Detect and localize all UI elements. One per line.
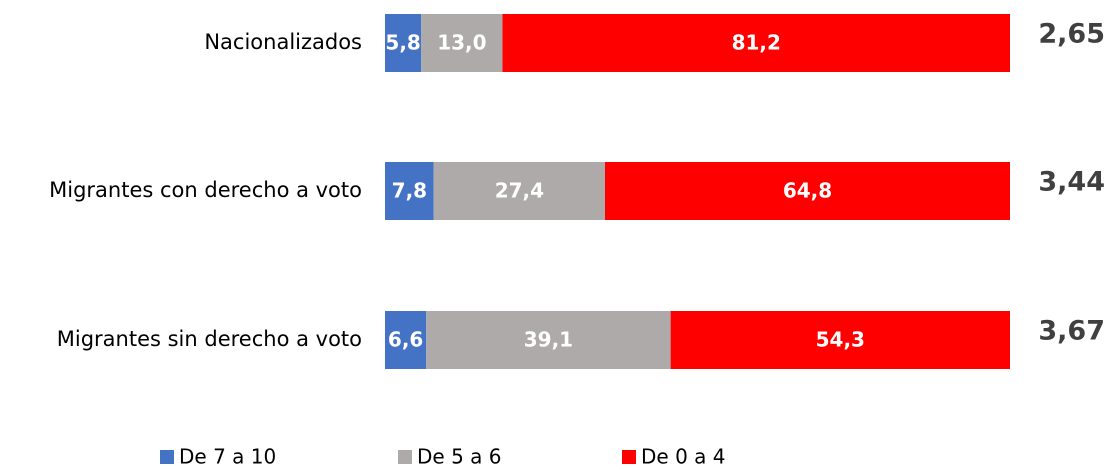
legend-label: De 0 a 4 <box>641 445 725 469</box>
bar-segment <box>426 311 671 369</box>
bar-segment <box>433 162 605 220</box>
value-label: 13,0 <box>437 31 486 55</box>
value-label: 27,4 <box>495 179 544 203</box>
category-label: Nacionalizados <box>204 30 362 54</box>
bar-segment <box>385 14 422 72</box>
legend-label: De 7 a 10 <box>179 445 276 469</box>
value-label: 64,8 <box>783 179 832 203</box>
legend-swatch <box>160 450 174 464</box>
legend-label: De 5 a 6 <box>417 445 501 469</box>
value-label: 81,2 <box>732 31 781 55</box>
bar-segment <box>385 311 427 369</box>
value-label: 39,1 <box>524 328 573 352</box>
bar-segment <box>385 162 434 220</box>
side-value: 3,67 <box>1038 316 1105 347</box>
bar-segment <box>670 311 1010 369</box>
legend-swatch <box>622 450 636 464</box>
side-value: 3,44 <box>1038 167 1105 198</box>
bar-segment <box>502 14 1010 72</box>
value-label: 6,6 <box>388 328 423 352</box>
bar-segment <box>421 14 503 72</box>
value-label: 54,3 <box>816 328 865 352</box>
legend-swatch <box>398 450 412 464</box>
category-label: Migrantes con derecho a voto <box>49 178 362 202</box>
value-label: 5,8 <box>385 31 420 55</box>
bar-segment <box>605 162 1010 220</box>
value-label: 7,8 <box>392 179 427 203</box>
category-label: Migrantes sin derecho a voto <box>57 327 362 351</box>
side-value: 2,65 <box>1038 19 1105 50</box>
